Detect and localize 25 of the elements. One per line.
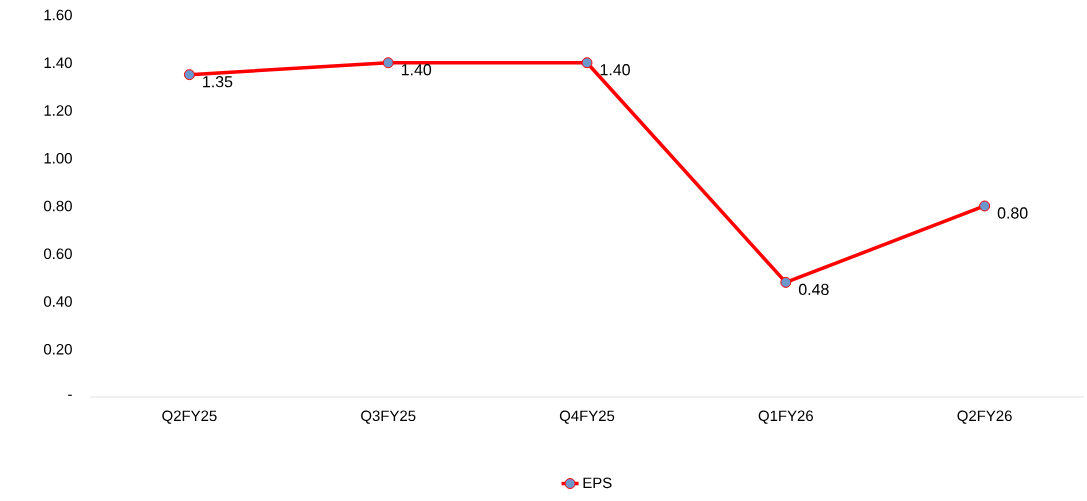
point bbox=[382, 57, 394, 69]
data-label: 0.48 bbox=[798, 283, 829, 296]
y-tick-label: 0.80 bbox=[43, 200, 72, 212]
point bbox=[979, 200, 991, 212]
y-tick-label: 1.60 bbox=[44, 9, 72, 21]
x-tick-label: Q1FY26 bbox=[758, 410, 813, 424]
point bbox=[581, 57, 593, 69]
data-label: 0.80 bbox=[997, 207, 1028, 219]
y-tick-label: 0.60 bbox=[43, 248, 72, 260]
y-tick-label: - bbox=[68, 394, 72, 396]
point bbox=[780, 276, 792, 288]
x-tick-label: Q4FY25 bbox=[559, 410, 615, 424]
data-label: 1.35 bbox=[203, 76, 233, 88]
y-tick-label: 1.00 bbox=[44, 152, 72, 164]
y-tick-label: 0.20 bbox=[43, 343, 72, 355]
x-tick-label: Q2FY26 bbox=[957, 410, 1012, 424]
point bbox=[183, 69, 195, 81]
data-label: 1.40 bbox=[401, 64, 432, 76]
legend-label: EPS bbox=[583, 477, 612, 489]
y-tick-label: 1.40 bbox=[44, 57, 72, 69]
x-tick-label: Q2FY25 bbox=[162, 410, 217, 424]
y-tick-label: 1.20 bbox=[44, 105, 72, 116]
x-tick-label: Q3FY25 bbox=[361, 410, 416, 424]
y-tick-label: 0.40 bbox=[43, 296, 72, 307]
data-label: 1.40 bbox=[600, 64, 630, 76]
